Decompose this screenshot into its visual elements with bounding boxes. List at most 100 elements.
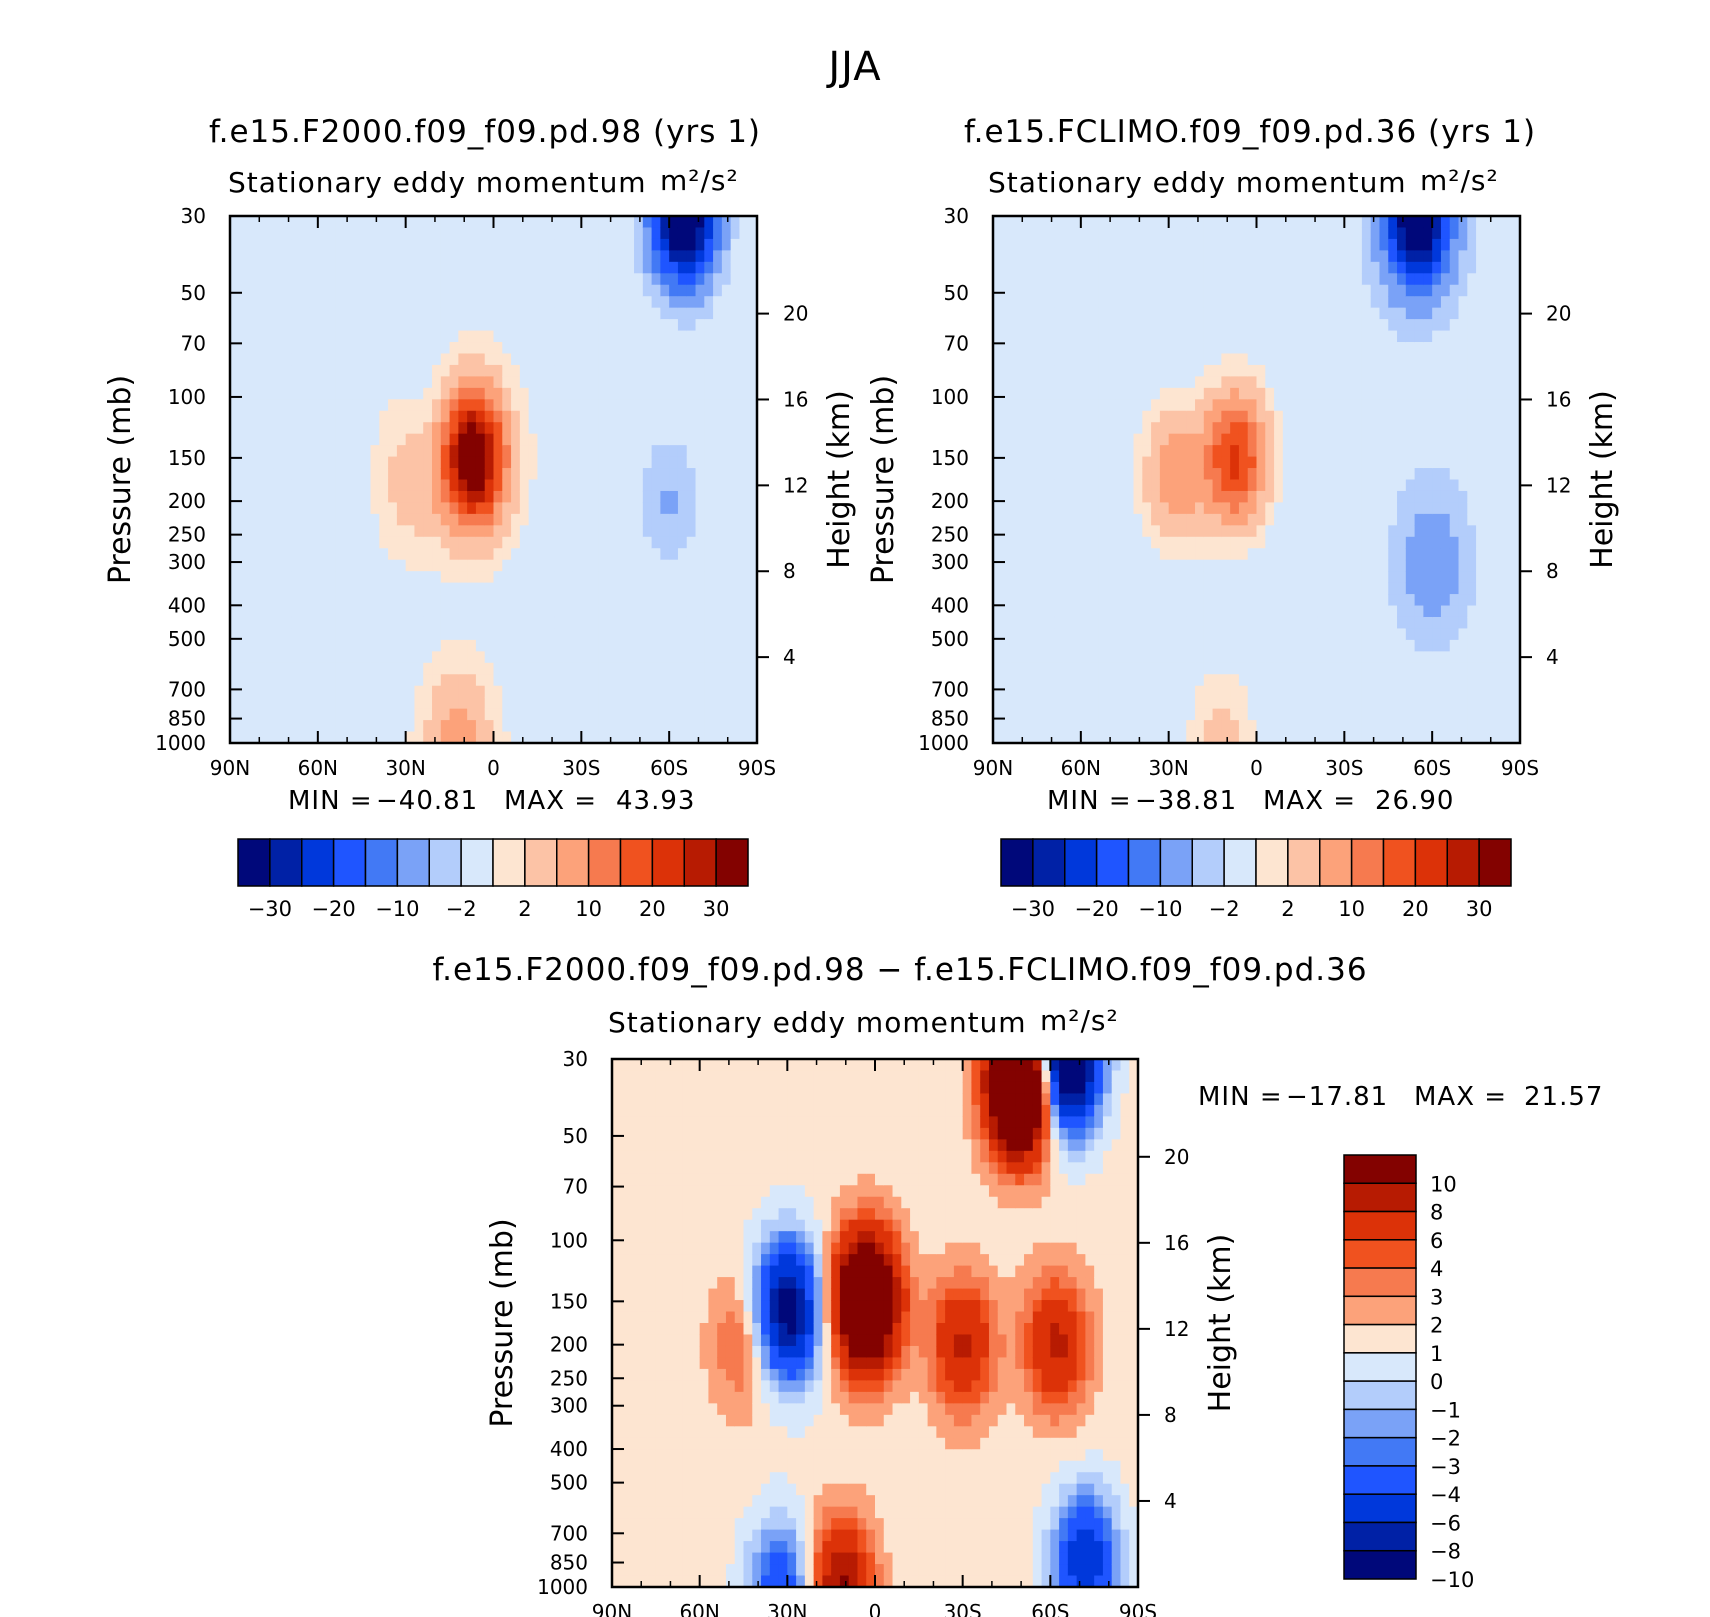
right-contour-cell (1107, 525, 1117, 538)
left-contour-cell (748, 216, 758, 229)
left-contour-cell (528, 399, 539, 412)
right-contour-cell (1063, 628, 1073, 641)
right-contour-cell (1317, 307, 1328, 320)
left-contour-cell (660, 582, 670, 595)
left-contour-cell (695, 238, 705, 251)
right-contour-cell (1133, 662, 1143, 675)
left-contour-cell (677, 639, 688, 652)
right-contour-cell (1010, 227, 1020, 240)
right-contour-cell (1019, 605, 1029, 618)
right-contour-cell (1388, 513, 1398, 526)
left-contour-cell (344, 502, 354, 515)
left-contour-cell (686, 330, 697, 343)
right-contour-cell (1300, 216, 1310, 229)
left-contour-cell (581, 387, 591, 400)
left-contour-cell (660, 307, 670, 320)
left-contour-cell (642, 261, 653, 274)
right-contour-cell (1142, 594, 1152, 607)
right-contour-cell (1291, 364, 1302, 377)
right-contour-cell (1353, 731, 1363, 744)
left-contour-cell (502, 479, 512, 492)
left-contour-cell (344, 227, 354, 240)
left-contour-cell (449, 387, 459, 400)
left-contour-cell (493, 273, 503, 286)
left-contour-cell (335, 651, 345, 664)
right-contour-cell (1309, 697, 1319, 710)
left-contour-cell (704, 662, 714, 675)
left-contour-cell (537, 456, 547, 469)
right-contour-cell (1019, 651, 1029, 664)
right-contour-cell (1309, 662, 1319, 675)
right-contour-cell (1115, 582, 1126, 595)
left-contour-cell (414, 548, 424, 561)
left-contour-cell (388, 364, 398, 377)
right-contour-cell (1045, 445, 1056, 458)
left-contour-cell (423, 319, 433, 332)
right-contour-cell (1054, 445, 1064, 458)
left-contour-cell (405, 582, 416, 595)
left-contour-cell (590, 685, 600, 698)
right-contour-cell (1010, 525, 1020, 538)
right-contour-cell (1028, 422, 1038, 435)
right-contour-cell (1212, 616, 1222, 630)
left-contour-cell (265, 422, 275, 435)
right-contour-cell (1379, 342, 1389, 355)
right-contour-cell (1098, 342, 1108, 355)
left-contour-cell (713, 536, 723, 549)
right-contour-cell (1379, 456, 1389, 469)
left-contour-cell (546, 410, 556, 423)
right-contour-cell (1221, 594, 1231, 607)
left-contour-cell (537, 422, 547, 435)
right-contour-cell (1115, 605, 1126, 618)
right-contour-cell (1247, 502, 1258, 515)
left-contour-cell (247, 548, 257, 561)
left-contour-cell (379, 238, 389, 251)
right-contour-cell (1036, 227, 1047, 240)
left-contour-cell (581, 582, 591, 595)
right-contour-cell (1317, 468, 1328, 481)
left-contour-cell (379, 628, 389, 641)
left-contour-cell (414, 582, 424, 595)
right-contour-cell (1274, 662, 1284, 675)
right-contour-cell (1098, 410, 1108, 423)
right-contour-cell (1282, 559, 1293, 572)
left-contour-cell (467, 582, 477, 595)
right-contour-cell (1168, 376, 1179, 389)
right-contour-cell (1353, 456, 1363, 469)
left-contour-cell (686, 216, 697, 229)
right-contour-cell (1221, 662, 1231, 675)
left-contour-cell (598, 456, 609, 469)
right-contour-cell (1054, 639, 1064, 652)
left-contour-cell (405, 662, 416, 675)
right-contour-cell (1379, 639, 1389, 652)
left-contour-cell (361, 651, 372, 664)
left-contour-cell (730, 445, 741, 458)
right-contour-cell (1098, 639, 1108, 652)
right-contour-cell (1397, 364, 1407, 377)
right-contour-cell (1028, 353, 1038, 366)
right-contour-cell (1036, 513, 1047, 526)
left-contour-cell (423, 548, 433, 561)
right-contour-cell (1326, 616, 1337, 630)
right-contour-cell (1256, 582, 1266, 595)
right-contour-cell (1124, 238, 1135, 251)
right-contour-cell (1361, 364, 1372, 377)
right-contour-cell (1195, 422, 1205, 435)
left-contour-cell (475, 616, 486, 630)
right-contour-cell (1247, 536, 1258, 549)
right-contour-cell (1291, 490, 1302, 504)
left-contour-cell (414, 330, 424, 343)
left-contour-cell (432, 250, 442, 263)
left-contour-cell (590, 536, 600, 549)
left-contour-cell (432, 387, 442, 400)
left-contour-cell (651, 639, 661, 652)
left-contour-cell (440, 227, 451, 240)
right-contour-cell (1168, 445, 1179, 458)
left-contour-cell (519, 525, 530, 538)
right-contour-cell (1124, 639, 1135, 652)
left-pressure-tick-label: 150 (168, 446, 206, 470)
left-contour-cell (590, 662, 600, 675)
right-contour-cell (1142, 697, 1152, 710)
left-contour-cell (291, 525, 301, 538)
left-contour-cell (537, 559, 547, 572)
